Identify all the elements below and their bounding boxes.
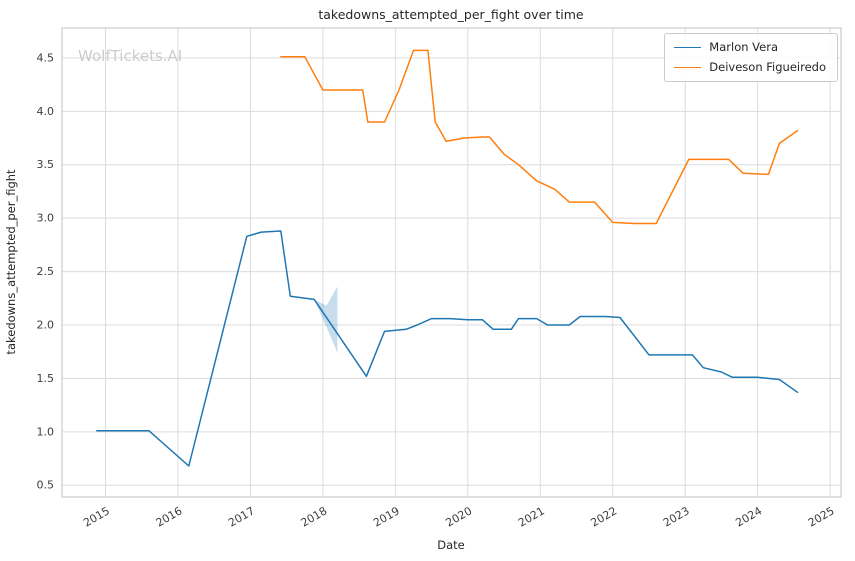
x-tick-label: 2023	[661, 504, 692, 529]
x-tick-label: 2015	[81, 504, 112, 529]
series-line-deiveson-figueiredo	[280, 49, 799, 225]
y-tick-label: 4.5	[37, 51, 55, 64]
x-tick-label: 2025	[806, 504, 837, 529]
y-axis-label: takedowns_attempted_per_fight	[4, 169, 18, 355]
y-tick-label: 3.5	[37, 158, 55, 171]
series-lines	[96, 49, 799, 467]
series-line-marlon-vera	[96, 230, 799, 467]
legend-label: Deiveson Figueiredo	[709, 59, 826, 74]
y-tick-label: 2.5	[37, 265, 55, 278]
y-tick-label: 1.5	[37, 372, 55, 385]
y-tick-label: 0.5	[37, 479, 55, 492]
y-tick-label: 4.0	[37, 105, 55, 118]
legend-item-deiveson-figueiredo: Deiveson Figueiredo	[674, 59, 826, 74]
x-tick-label: 2018	[299, 504, 330, 529]
legend-item-marlon-vera: Marlon Vera	[674, 40, 826, 54]
x-tick-label: 2016	[154, 504, 185, 529]
legend-line-swatch	[674, 66, 702, 68]
plot-border	[61, 27, 842, 498]
legend-label: Marlon Vera	[709, 40, 778, 54]
y-tick-label: 2.0	[37, 318, 55, 331]
chart-title: takedowns_attempted_per_fight over time	[318, 7, 584, 22]
x-tick-label: 2017	[226, 504, 257, 529]
watermark: WolfTickets.AI	[78, 47, 182, 65]
x-tick-labels: 2015 2016 2017 2018 2019 2020 2021 2022 2023 2024…	[81, 504, 836, 529]
legend: Marlon Vera Deiveson Figueiredo	[664, 33, 838, 82]
y-tick-labels: 0.5 1.0 1.5 2.0 2.5 3.0 3.5 4.0 4.5	[37, 51, 55, 491]
x-tick-label: 2022	[588, 504, 619, 529]
confidence-band-area	[314, 286, 338, 353]
confidence-band	[314, 286, 338, 353]
x-tick-label: 2020	[444, 504, 475, 529]
grid	[62, 28, 841, 497]
x-tick-label: 2019	[371, 504, 402, 529]
legend-line-swatch	[674, 47, 702, 49]
x-tick-label: 2021	[516, 504, 547, 529]
x-tick-label: 2024	[733, 504, 764, 529]
y-tick-label: 1.0	[37, 425, 55, 438]
x-axis-label: Date	[437, 538, 465, 552]
plot-background	[62, 28, 841, 497]
y-tick-label: 3.0	[37, 212, 55, 225]
